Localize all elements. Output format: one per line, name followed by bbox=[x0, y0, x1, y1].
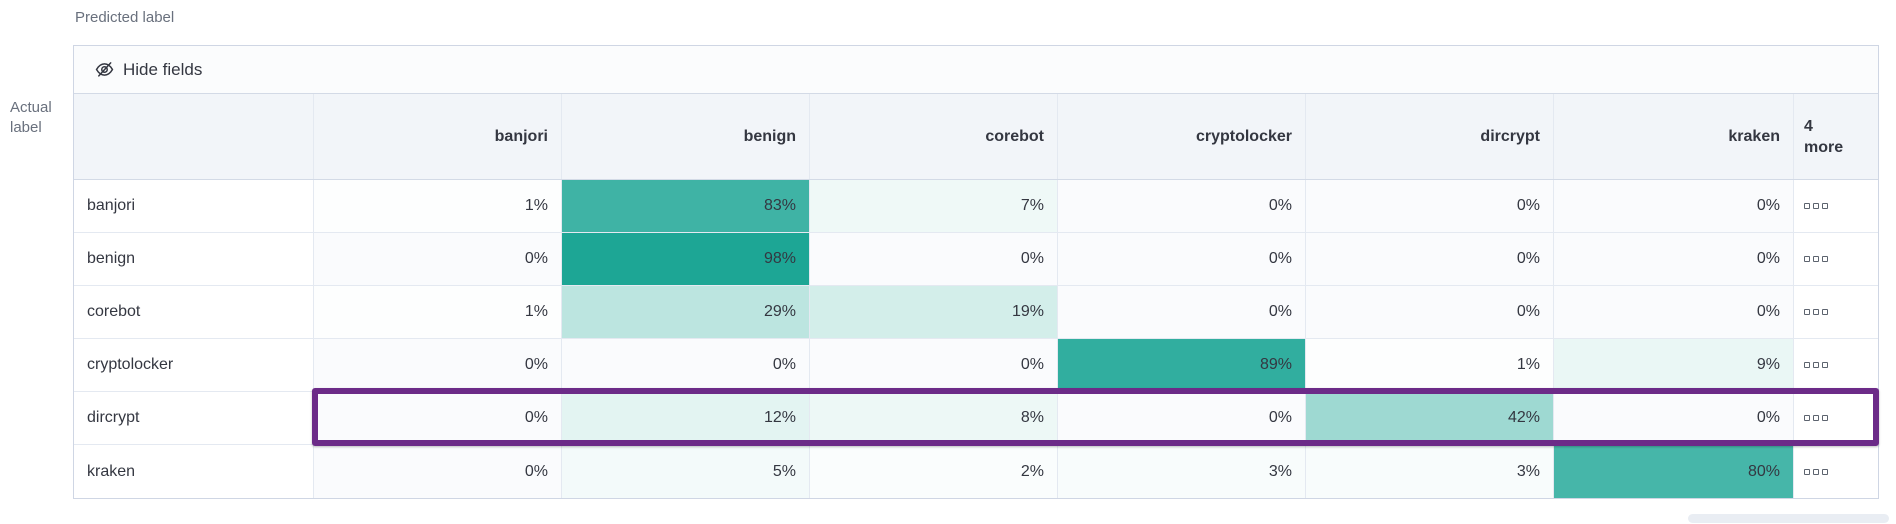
matrix-row-kraken: kraken 0% 5% 2% 3% 3% 80% bbox=[74, 445, 1878, 498]
column-header-more[interactable]: 4 more bbox=[1794, 94, 1878, 179]
cell-kraken-corebot[interactable]: 2% bbox=[810, 445, 1058, 498]
cell-corebot-dircrypt[interactable]: 0% bbox=[1306, 286, 1554, 339]
column-header-corebot[interactable]: corebot bbox=[810, 94, 1058, 179]
row-label-cryptolocker[interactable]: cryptolocker bbox=[74, 339, 314, 392]
matrix-row-corebot: corebot 1% 29% 19% 0% 0% 0% bbox=[74, 286, 1878, 339]
boxes-horizontal-icon bbox=[1804, 256, 1828, 262]
column-header-banjori[interactable]: banjori bbox=[314, 94, 562, 179]
cell-banjori-benign[interactable]: 83% bbox=[562, 180, 810, 233]
row-label-dircrypt[interactable]: dircrypt bbox=[74, 392, 314, 445]
matrix-rows: banjori 1% 83% 7% 0% 0% 0% benign 0% 98% 0% 0% 0% 0% c… bbox=[74, 180, 1878, 498]
cell-benign-dircrypt[interactable]: 0% bbox=[1306, 233, 1554, 286]
hide-fields-button[interactable]: Hide fields bbox=[95, 60, 202, 80]
cell-benign-corebot[interactable]: 0% bbox=[810, 233, 1058, 286]
cell-benign-kraken[interactable]: 0% bbox=[1554, 233, 1794, 286]
boxes-horizontal-icon bbox=[1804, 309, 1828, 315]
predicted-axis-label: Predicted label bbox=[75, 9, 175, 26]
cell-dircrypt-dircrypt[interactable]: 42% bbox=[1306, 392, 1554, 445]
hide-fields-label: Hide fields bbox=[123, 59, 203, 79]
more-word: more bbox=[1804, 138, 1844, 156]
cell-corebot-kraken[interactable]: 0% bbox=[1554, 286, 1794, 339]
eye-closed-icon bbox=[95, 60, 114, 79]
cell-corebot-banjori[interactable]: 1% bbox=[314, 286, 562, 339]
actual-axis-label-line1: Actual bbox=[10, 99, 52, 116]
cell-dircrypt-kraken[interactable]: 0% bbox=[1554, 392, 1794, 445]
cell-kraken-banjori[interactable]: 0% bbox=[314, 445, 562, 498]
cell-benign-cryptolocker[interactable]: 0% bbox=[1058, 233, 1306, 286]
cell-cryptolocker-benign[interactable]: 0% bbox=[562, 339, 810, 392]
column-header-corner bbox=[74, 94, 314, 179]
boxes-horizontal-icon bbox=[1804, 468, 1828, 475]
column-header-dircrypt[interactable]: dircrypt bbox=[1306, 94, 1554, 179]
boxes-horizontal-icon bbox=[1804, 203, 1828, 209]
column-header-benign[interactable]: benign bbox=[562, 94, 810, 179]
confusion-matrix-grid: Hide fields banjori benign corebot cryptolo… bbox=[73, 45, 1879, 499]
cell-banjori-dircrypt[interactable]: 0% bbox=[1306, 180, 1554, 233]
row-actions-button[interactable] bbox=[1794, 233, 1878, 286]
row-label-kraken[interactable]: kraken bbox=[74, 445, 314, 498]
actual-axis-label-line2: label bbox=[10, 119, 42, 136]
cell-kraken-cryptolocker[interactable]: 3% bbox=[1058, 445, 1306, 498]
cell-corebot-cryptolocker[interactable]: 0% bbox=[1058, 286, 1306, 339]
row-label-banjori[interactable]: banjori bbox=[74, 180, 314, 233]
boxes-horizontal-icon bbox=[1804, 415, 1828, 421]
matrix-row-benign: benign 0% 98% 0% 0% 0% 0% bbox=[74, 233, 1878, 286]
cell-benign-benign[interactable]: 98% bbox=[562, 233, 810, 286]
cell-dircrypt-cryptolocker[interactable]: 0% bbox=[1058, 392, 1306, 445]
cell-dircrypt-corebot[interactable]: 8% bbox=[810, 392, 1058, 445]
matrix-row-banjori: banjori 1% 83% 7% 0% 0% 0% bbox=[74, 180, 1878, 233]
cell-banjori-kraken[interactable]: 0% bbox=[1554, 180, 1794, 233]
matrix-row-cryptolocker: cryptolocker 0% 0% 0% 89% 1% 9% bbox=[74, 339, 1878, 392]
column-header-cryptolocker[interactable]: cryptolocker bbox=[1058, 94, 1306, 179]
cell-cryptolocker-corebot[interactable]: 0% bbox=[810, 339, 1058, 392]
cell-kraken-dircrypt[interactable]: 3% bbox=[1306, 445, 1554, 498]
cell-dircrypt-benign[interactable]: 12% bbox=[562, 392, 810, 445]
cell-corebot-corebot[interactable]: 19% bbox=[810, 286, 1058, 339]
cell-corebot-benign[interactable]: 29% bbox=[562, 286, 810, 339]
row-actions-button[interactable] bbox=[1794, 180, 1878, 233]
cell-dircrypt-banjori[interactable]: 0% bbox=[314, 392, 562, 445]
cell-kraken-kraken[interactable]: 80% bbox=[1554, 445, 1794, 498]
matrix-row-dircrypt: dircrypt 0% 12% 8% 0% 42% 0% bbox=[74, 392, 1878, 445]
row-actions-button[interactable] bbox=[1794, 339, 1878, 392]
row-actions-button[interactable] bbox=[1794, 286, 1878, 339]
more-count: 4 bbox=[1804, 117, 1813, 135]
actual-axis-label: Actual label bbox=[10, 98, 66, 138]
cell-cryptolocker-kraken[interactable]: 9% bbox=[1554, 339, 1794, 392]
boxes-horizontal-icon bbox=[1804, 362, 1828, 368]
horizontal-scrollbar[interactable] bbox=[1688, 514, 1889, 523]
cell-banjori-cryptolocker[interactable]: 0% bbox=[1058, 180, 1306, 233]
row-actions-button[interactable] bbox=[1794, 392, 1878, 445]
row-label-corebot[interactable]: corebot bbox=[74, 286, 314, 339]
row-label-benign[interactable]: benign bbox=[74, 233, 314, 286]
cell-kraken-benign[interactable]: 5% bbox=[562, 445, 810, 498]
cell-banjori-banjori[interactable]: 1% bbox=[314, 180, 562, 233]
cell-cryptolocker-banjori[interactable]: 0% bbox=[314, 339, 562, 392]
cell-cryptolocker-cryptolocker[interactable]: 89% bbox=[1058, 339, 1306, 392]
row-actions-button[interactable] bbox=[1794, 445, 1878, 498]
column-header-kraken[interactable]: kraken bbox=[1554, 94, 1794, 179]
column-header-row: banjori benign corebot cryptolocker dircrypt… bbox=[74, 94, 1878, 180]
cell-banjori-corebot[interactable]: 7% bbox=[810, 180, 1058, 233]
grid-toolbar: Hide fields bbox=[74, 46, 1878, 94]
cell-cryptolocker-dircrypt[interactable]: 1% bbox=[1306, 339, 1554, 392]
cell-benign-banjori[interactable]: 0% bbox=[314, 233, 562, 286]
